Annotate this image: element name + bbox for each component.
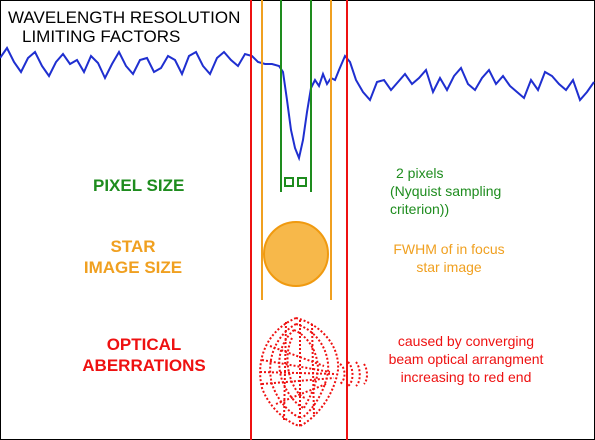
spectrum-trace xyxy=(0,46,595,162)
star-heading-line-1: STAR xyxy=(110,237,156,256)
pixel-box-1 xyxy=(284,177,294,187)
pixel-size-heading: PIXEL SIZE xyxy=(93,176,185,195)
optical-note-line-2: beam optical arrangment xyxy=(388,351,544,367)
optical-aberrations-heading: OPTICAL ABERRATIONS xyxy=(76,334,212,376)
diagram-title: WAVELENGTH RESOLUTION LIMITING FACTORS xyxy=(8,8,240,46)
title-line-1: WAVELENGTH RESOLUTION xyxy=(8,8,241,27)
optical-aberrations-note: caused by converging beam optical arrang… xyxy=(376,332,556,386)
pixel-note-line-2: (Nyquist sampling xyxy=(390,183,502,199)
pixel-size-note: 2 pixels (Nyquist sampling criterion)) xyxy=(390,164,501,218)
star-note-line-2: star image xyxy=(416,259,482,275)
star-image-note: FWHM of in focus star image xyxy=(384,240,514,276)
star-image-disc xyxy=(263,221,329,287)
pixel-box-2 xyxy=(297,177,307,187)
star-image-heading: STAR IMAGE SIZE xyxy=(78,236,188,278)
star-heading-line-2: IMAGE SIZE xyxy=(83,258,183,277)
pixel-note-line-1: 2 pixels xyxy=(396,165,444,181)
star-note-line-1: FWHM of in focus xyxy=(393,241,505,257)
title-line-2: LIMITING FACTORS xyxy=(22,27,181,46)
pixel-note-line-3: criterion)) xyxy=(390,201,450,217)
optical-note-line-3: increasing to red end xyxy=(400,369,532,385)
optical-note-line-1: caused by converging xyxy=(397,333,535,349)
optical-heading-line-2: ABERRATIONS xyxy=(82,356,206,375)
aberration-pattern xyxy=(259,317,368,427)
optical-heading-line-1: OPTICAL xyxy=(106,335,182,354)
